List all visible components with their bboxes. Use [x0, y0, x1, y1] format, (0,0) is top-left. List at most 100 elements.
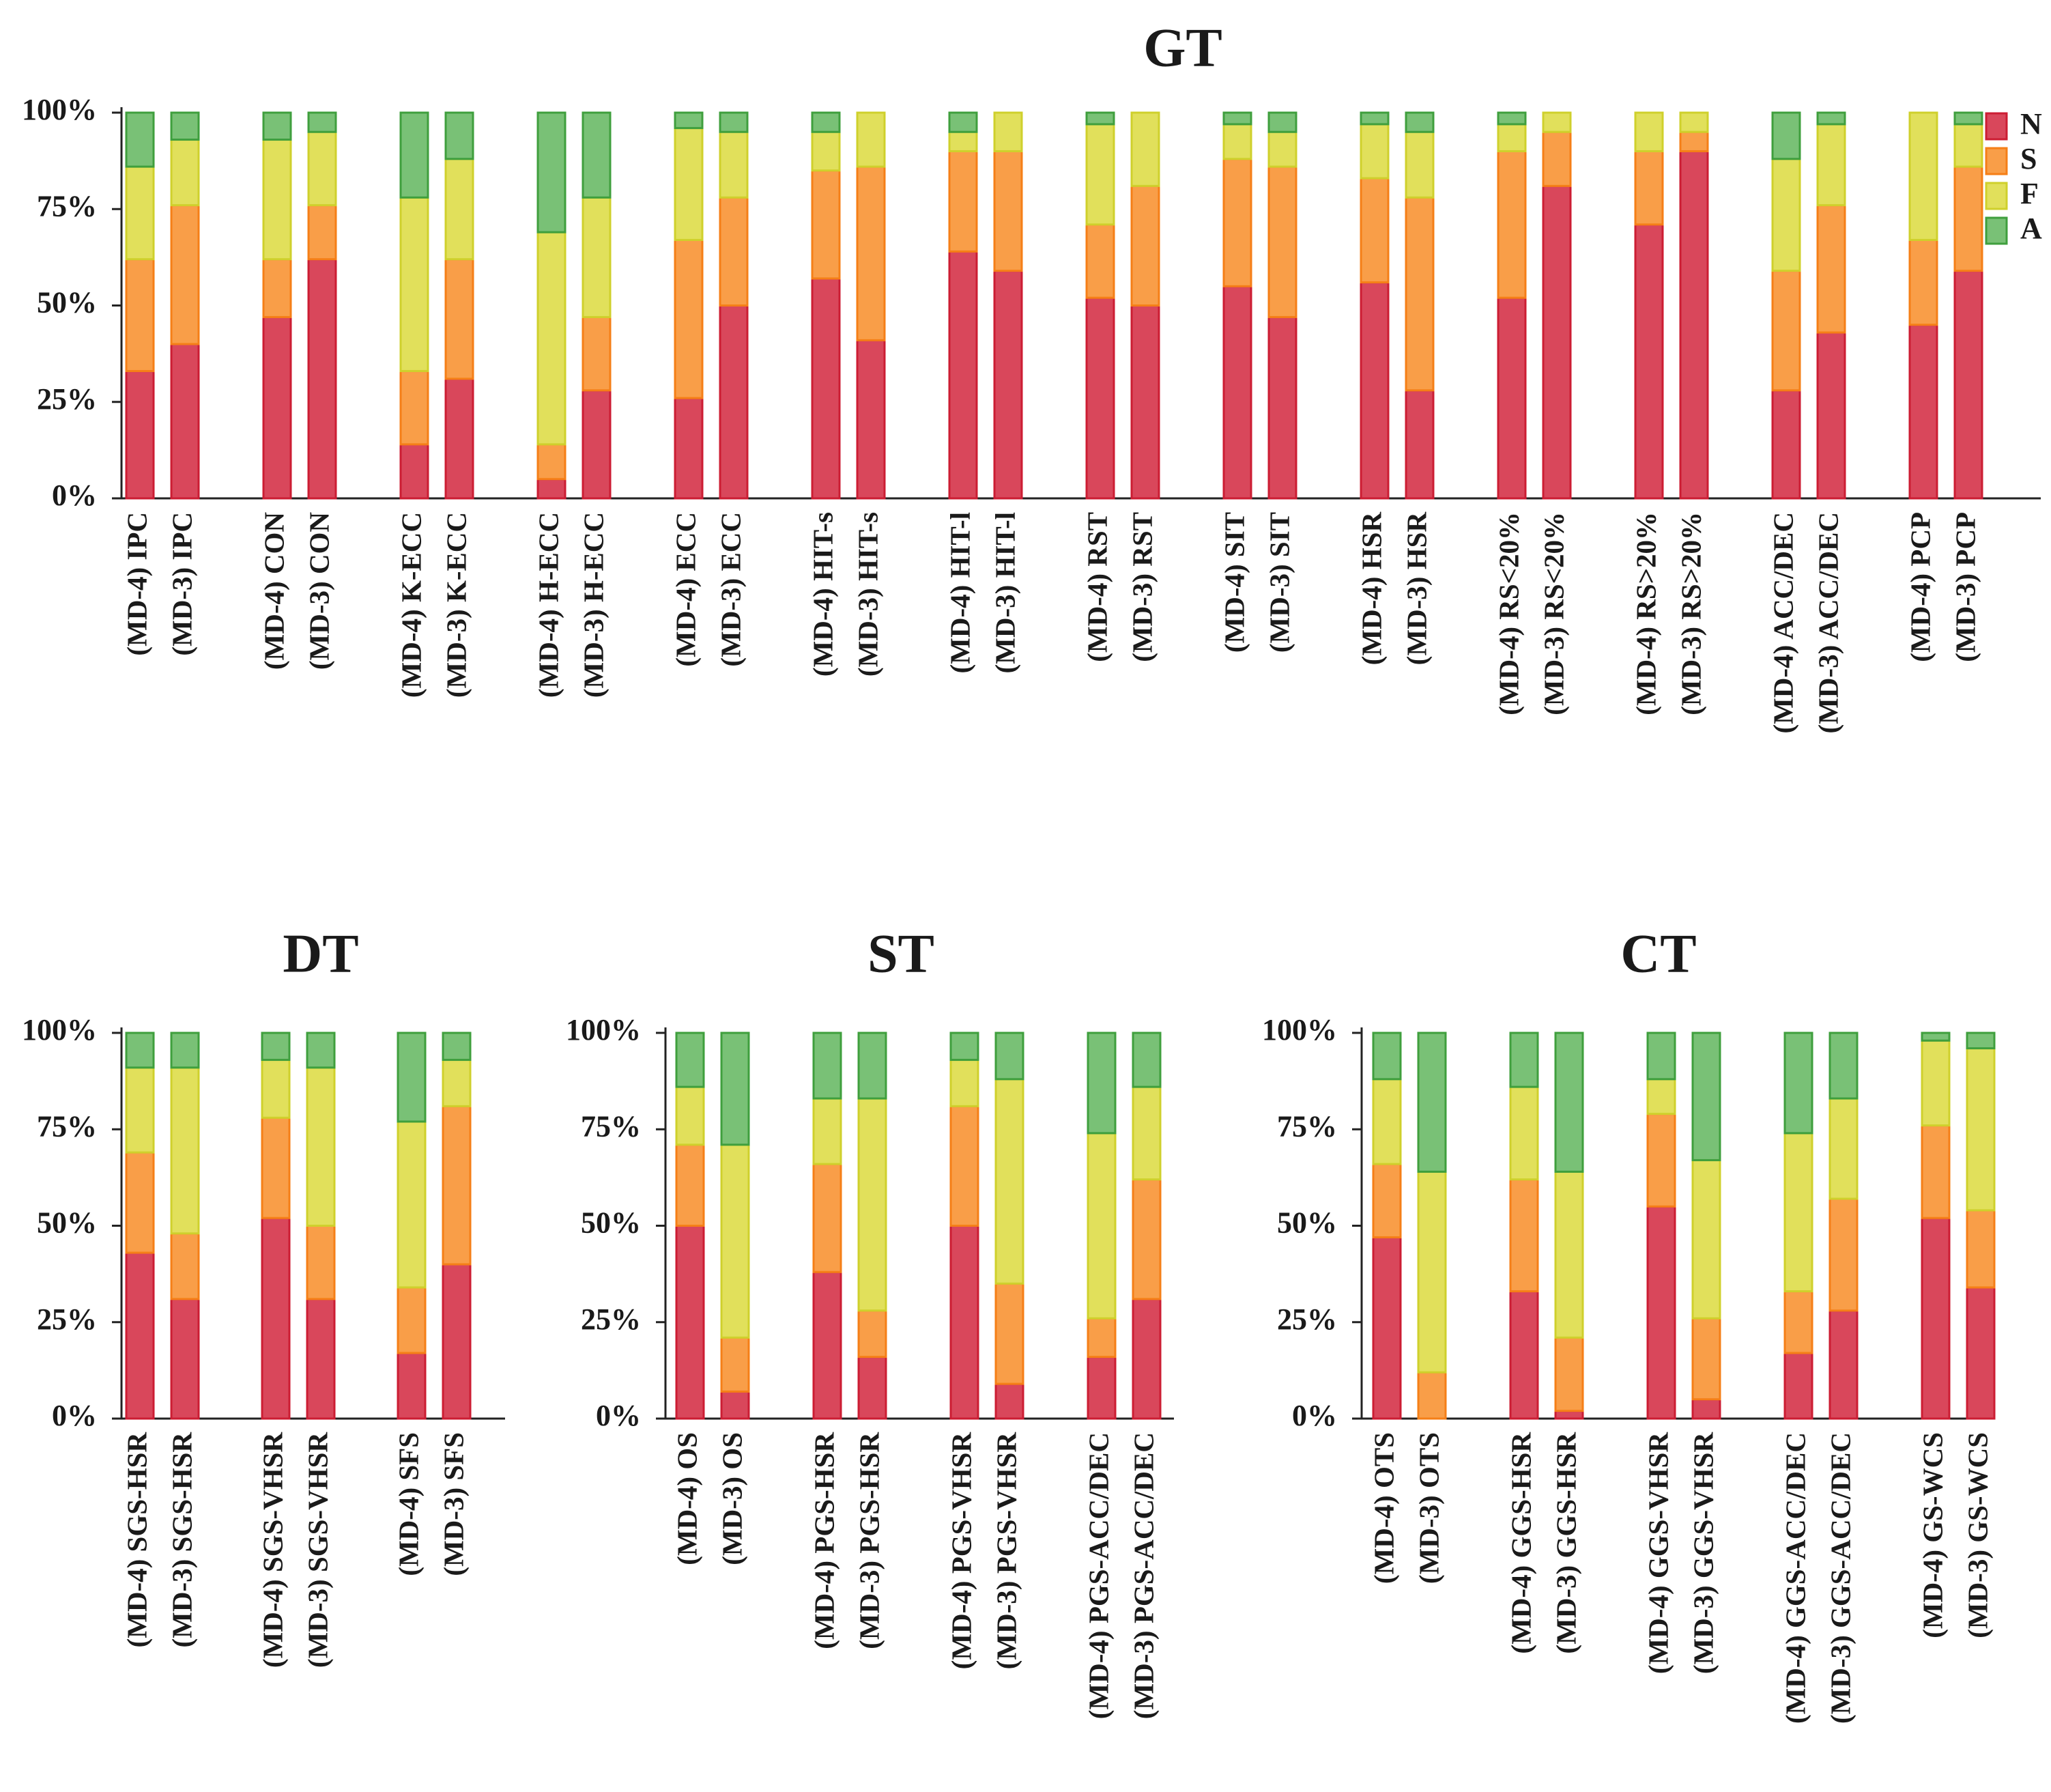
- bar-segment-n: [1691, 1398, 1721, 1420]
- bar-segment-f: [262, 139, 292, 261]
- bar-segment-n: [1405, 389, 1435, 500]
- chart-panel-gt: GT 0% 25% 50% 75% 100% (MD-4) IPC (MD-3) IPC (MD…: [22, 18, 2041, 734]
- bar-segment-a: [262, 111, 292, 141]
- bar-segment-a: [536, 111, 566, 233]
- chart-title: ST: [867, 924, 934, 984]
- x-tick-label: (MD-4) SGS-VHSR: [257, 1432, 288, 1668]
- bar-segment-s: [812, 1163, 842, 1273]
- bar-segment-n: [949, 1225, 979, 1420]
- bar-segment-n: [1646, 1205, 1676, 1420]
- bar-segment-f: [1816, 123, 1846, 207]
- bar-segment-f: [442, 1059, 472, 1107]
- x-tick-label: (MD-3) HIT-s: [852, 512, 883, 677]
- x-tick-label: (MD-4) RS<20%: [1493, 512, 1524, 715]
- bar-segment-s: [719, 196, 749, 307]
- bar-segment-s: [1634, 150, 1664, 226]
- bar-segment-s: [994, 1282, 1024, 1385]
- x-tick-label: (MD-4) HIT-l: [944, 512, 975, 674]
- bar-segment-a: [949, 1032, 979, 1062]
- y-tick-label: 100%: [1262, 1013, 1337, 1047]
- x-tick-label: (MD-3) PGS-ACC/DEC: [1128, 1432, 1159, 1719]
- bar-segment-f: [1222, 123, 1252, 160]
- x-tick-label: (MD-4) PGS-VHSR: [945, 1432, 977, 1670]
- bar-segment-a: [1417, 1032, 1447, 1173]
- bar-segment-s: [1085, 223, 1115, 299]
- bar-segment-s: [949, 1105, 979, 1227]
- y-tick-label: 0%: [52, 1399, 97, 1432]
- bar-segment-s: [582, 315, 612, 392]
- y-tick-label: 75%: [581, 1109, 641, 1143]
- bar-segment-s: [1771, 270, 1801, 392]
- bar-segment-n: [856, 339, 886, 500]
- bar-segment-f: [1908, 111, 1938, 241]
- bar-segment-n: [1816, 331, 1846, 500]
- bar-segment-s: [1360, 177, 1390, 284]
- bar-segment-f: [399, 196, 429, 373]
- legend-label-s: S: [2020, 142, 2037, 175]
- legend-label-a: A: [2020, 212, 2042, 245]
- y-tick-label: 75%: [37, 189, 97, 223]
- bar-segment-f: [1417, 1170, 1447, 1374]
- bar-segment-s: [856, 165, 886, 341]
- bar-segment-a: [674, 111, 704, 130]
- x-tick-label: (MD-3) ACC/DEC: [1812, 512, 1844, 734]
- bar-segment-a: [397, 1032, 427, 1123]
- y-tick-label: 50%: [37, 286, 97, 319]
- bar-segment-f: [1405, 130, 1435, 199]
- bar-segment-f: [582, 196, 612, 318]
- bar-segment-n: [582, 389, 612, 500]
- legend-swatch-s: [1985, 147, 2008, 175]
- chart-title: DT: [283, 924, 358, 984]
- bar-segment-s: [948, 150, 978, 253]
- bar-segment-n: [125, 370, 155, 500]
- bar-segment-a: [399, 111, 429, 199]
- bar-segment-f: [1828, 1097, 1859, 1200]
- bar-segment-a: [1087, 1032, 1117, 1135]
- bar-segment-s: [1497, 150, 1527, 299]
- bar-segment-a: [1360, 111, 1390, 126]
- bar-segment-f: [720, 1143, 750, 1339]
- bar-segment-f: [675, 1085, 705, 1146]
- bar-segment-s: [261, 1116, 291, 1219]
- x-tick-label: (MD-3) OTS: [1413, 1432, 1444, 1584]
- bar-segment-a: [948, 111, 978, 133]
- x-tick-label: (MD-4) ACC/DEC: [1767, 512, 1798, 734]
- bar-segment-n: [1222, 285, 1252, 500]
- bar-segment-n: [1966, 1286, 1996, 1420]
- y-tick-label: 25%: [581, 1303, 641, 1336]
- bar-segment-n: [444, 378, 474, 500]
- y-tick-label: 25%: [37, 1303, 97, 1336]
- x-tick-label: (MD-3) ECC: [715, 512, 746, 667]
- bar-segment-s: [811, 169, 841, 280]
- bar-segment-s: [1783, 1290, 1813, 1354]
- bar-segment-a: [444, 111, 474, 160]
- x-tick-label: (MD-3) H-ECC: [577, 512, 609, 698]
- bar-segment-a: [1372, 1032, 1402, 1081]
- y-tick-label: 0%: [1292, 1399, 1337, 1432]
- bar-segment-n: [1372, 1236, 1402, 1420]
- bar-segment-s: [1087, 1317, 1117, 1359]
- bar-segment-a: [1497, 111, 1527, 126]
- bar-segment-f: [674, 127, 704, 241]
- bar-segment-f: [1542, 111, 1572, 133]
- x-tick-label: (MD-4) PGS-ACC/DEC: [1082, 1432, 1114, 1719]
- bar-segment-n: [1828, 1309, 1859, 1420]
- bar-segment-a: [1509, 1032, 1539, 1088]
- x-tick-label: (MD-4) PCP: [1904, 512, 1936, 662]
- chart-panel-st: ST 0% 25% 50% 75% 100% (MD-4) OS (MD-3) OS (MD-4…: [566, 924, 1174, 1719]
- bar-segment-n: [675, 1225, 705, 1420]
- bar-segment-n: [397, 1352, 427, 1420]
- x-tick-label: (MD-3) PCP: [1949, 512, 1981, 662]
- bar-segment-s: [1222, 158, 1252, 287]
- x-tick-label: (MD-3) RST: [1126, 512, 1158, 662]
- bar-segment-n: [1497, 296, 1527, 500]
- bar-segment-s: [1542, 130, 1572, 187]
- x-tick-label: (MD-4) IPC: [121, 512, 152, 656]
- bar-segment-s: [125, 1151, 155, 1254]
- bar-segment-f: [1372, 1078, 1402, 1165]
- bar-segment-f: [1783, 1132, 1813, 1293]
- x-tick-label: (MD-4) PGS-HSR: [808, 1432, 840, 1649]
- bar-segment-n: [125, 1251, 155, 1420]
- bar-segment-s: [1405, 196, 1435, 392]
- legend-label-f: F: [2020, 177, 2039, 210]
